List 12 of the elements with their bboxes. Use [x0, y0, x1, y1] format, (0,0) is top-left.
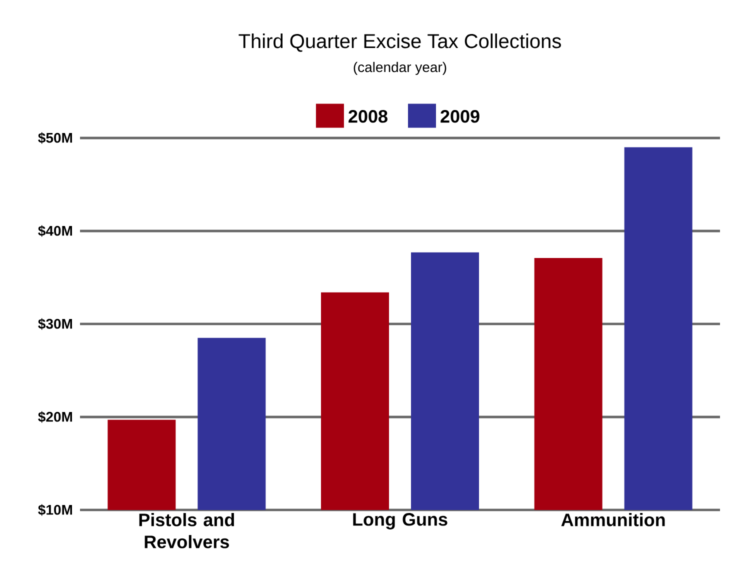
- y-tick-label: $30M: [38, 318, 72, 330]
- y-tick-label: $50M: [38, 132, 72, 144]
- x-tick-label: Pistols and Revolvers: [139, 513, 234, 548]
- y-tick-label: $20M: [38, 411, 72, 423]
- legend-label: 2008: [348, 110, 388, 123]
- legend-label: 2009: [440, 110, 480, 123]
- y-tick-label: $40M: [38, 225, 72, 237]
- chart-title: Third Quarter Excise Tax Collections: [238, 34, 561, 52]
- x-tick-label: Long Guns: [353, 513, 448, 530]
- x-tick-label: Ammunition: [561, 513, 665, 526]
- chart-subtitle: (calendar year): [354, 62, 446, 75]
- y-tick-label: $10M: [38, 504, 72, 516]
